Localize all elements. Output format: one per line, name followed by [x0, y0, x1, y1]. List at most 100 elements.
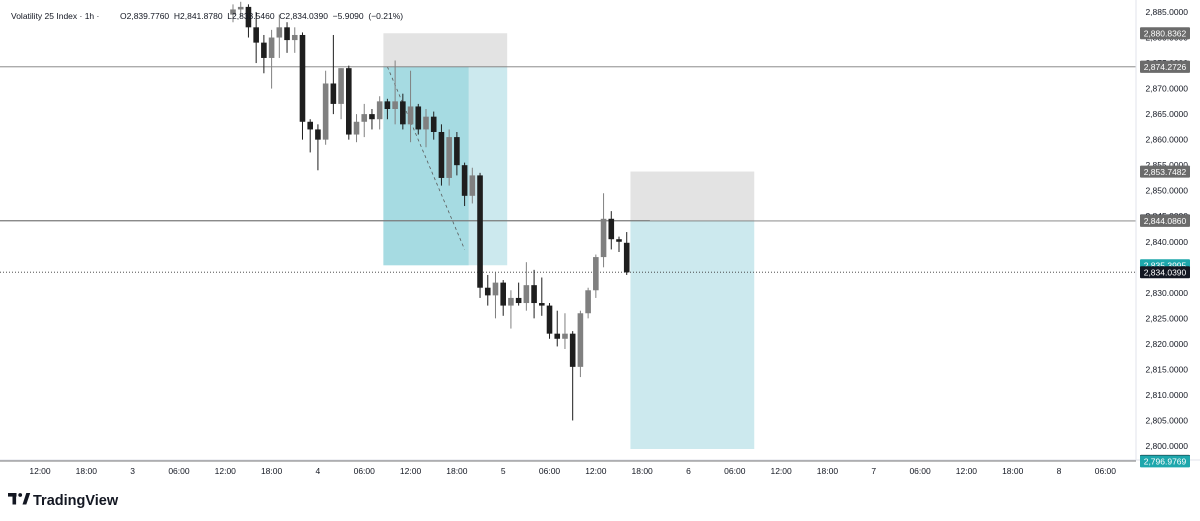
candle-body: [346, 68, 352, 135]
candle-body: [315, 129, 321, 140]
time-tick-label: 18:00: [261, 466, 283, 476]
candle-body: [384, 101, 391, 110]
candle-body: [469, 175, 476, 196]
time-tick-label: 18:00: [1002, 466, 1024, 476]
candle-body: [623, 242, 630, 273]
candle-body: [230, 9, 236, 15]
candle-body: [562, 333, 568, 339]
candle-body: [307, 121, 313, 130]
candle-17: [353, 114, 360, 143]
candle-29: [446, 129, 452, 186]
candle-body: [291, 34, 298, 41]
candle-10: [299, 32, 306, 140]
price-label-text: 2,835.3995: [1144, 260, 1187, 270]
candle-body: [237, 6, 244, 10]
time-tick-label: 06:00: [354, 466, 376, 476]
candle-body: [500, 282, 506, 306]
time-tick-label: 06:00: [539, 466, 561, 476]
price-label: 2,874.2726: [1140, 60, 1190, 73]
candle-27: [430, 111, 437, 140]
stop-zone-1: [383, 33, 508, 67]
price-tick-label: 2,825.0000: [1145, 313, 1188, 323]
candle-6: [268, 29, 275, 89]
stop-zone-2: [630, 171, 755, 221]
time-tick-label: 12:00: [215, 466, 237, 476]
price-tick-label: 2,830.0000: [1145, 288, 1188, 298]
candle-24: [407, 70, 414, 143]
candle-body: [268, 37, 275, 58]
time-tick-label: 06:00: [724, 466, 746, 476]
price-label-box: [1140, 214, 1190, 227]
candle-9: [291, 27, 298, 53]
candle-body: [245, 6, 252, 28]
candle-46: [577, 310, 584, 378]
candle-39: [523, 262, 530, 311]
candle-37: [508, 290, 514, 329]
time-tick-label: 12:00: [956, 466, 978, 476]
candle-body: [446, 137, 452, 178]
price-tick-label: 2,850.0000: [1145, 186, 1188, 196]
time-tick-label: 18:00: [446, 466, 468, 476]
candle-body: [600, 218, 607, 258]
candle-7: [276, 14, 283, 58]
time-tick-label: 06:00: [1095, 466, 1117, 476]
candle-14: [330, 34, 337, 115]
candle-41: [539, 277, 545, 316]
candle-20: [376, 96, 383, 130]
price-label: 2,880.8362: [1140, 27, 1190, 40]
price-tick-label: 2,820.0000: [1145, 339, 1188, 349]
candle-body: [585, 290, 591, 314]
candle-21: [384, 98, 391, 120]
candle-12: [315, 124, 321, 171]
candle-35: [492, 272, 499, 319]
candle-body: [253, 27, 259, 43]
candle-47: [585, 287, 591, 319]
price-tick-label: 2,815.0000: [1145, 364, 1188, 374]
candle-body: [492, 282, 499, 296]
price-tick-label: 2,860.0000: [1145, 135, 1188, 145]
candle-body: [477, 175, 483, 288]
ohlc-readout: O2,839.7760 H2,841.8780 L2,833.5460 C2,8…: [120, 11, 403, 21]
candle-15: [338, 68, 344, 120]
candle-body: [400, 101, 406, 125]
candle-body: [376, 101, 383, 120]
time-tick-label: 06:00: [909, 466, 931, 476]
time-tick-label: 3: [130, 466, 135, 476]
candle-body: [276, 27, 283, 38]
candle-2: [237, 1, 244, 18]
candle-4: [253, 12, 259, 64]
candle-33: [477, 172, 483, 298]
candle-body: [392, 101, 398, 110]
candle-body: [539, 303, 545, 306]
tradingview-logo: TradingView: [8, 493, 119, 509]
candle-13: [322, 70, 329, 145]
candle-23: [400, 93, 406, 130]
price-label: 2,796.9769: [1140, 455, 1190, 468]
price-tick-label: 2,840.0000: [1145, 237, 1188, 247]
candle-body: [546, 305, 553, 334]
price-label-box: [1140, 165, 1190, 178]
candle-43: [554, 310, 561, 347]
candle-31: [461, 162, 468, 207]
candle-body: [261, 42, 267, 58]
price-tick-label: 2,865.0000: [1145, 109, 1188, 119]
time-tick-label: 4: [316, 466, 321, 476]
price-axis-labels: 2,880.83622,874.27452,874.27262,853.7482…: [1140, 27, 1190, 468]
price-label-box: [1140, 455, 1190, 468]
target-zone-filled-1: [383, 66, 469, 266]
price-label-text: 2,880.8362: [1144, 28, 1187, 38]
time-tick-label: 12:00: [585, 466, 607, 476]
candle-body: [438, 131, 445, 178]
time-axis[interactable]: 12:00 18:00 3 06:00 12:00 18:00 4 06:00 12:00 18:…: [29, 466, 1116, 476]
time-tick-label: 7: [871, 466, 876, 476]
symbol-title[interactable]: Volatility 25 Index · 1h ·: [11, 11, 99, 21]
candle-1: [230, 4, 236, 23]
price-label-text: 2,874.2726: [1144, 62, 1187, 72]
candle-11: [307, 119, 313, 153]
candle-body: [616, 239, 622, 242]
candle-42: [546, 303, 553, 339]
price-tick-label: 2,810.0000: [1145, 390, 1188, 400]
candle-body: [415, 106, 422, 130]
candle-40: [531, 269, 537, 319]
